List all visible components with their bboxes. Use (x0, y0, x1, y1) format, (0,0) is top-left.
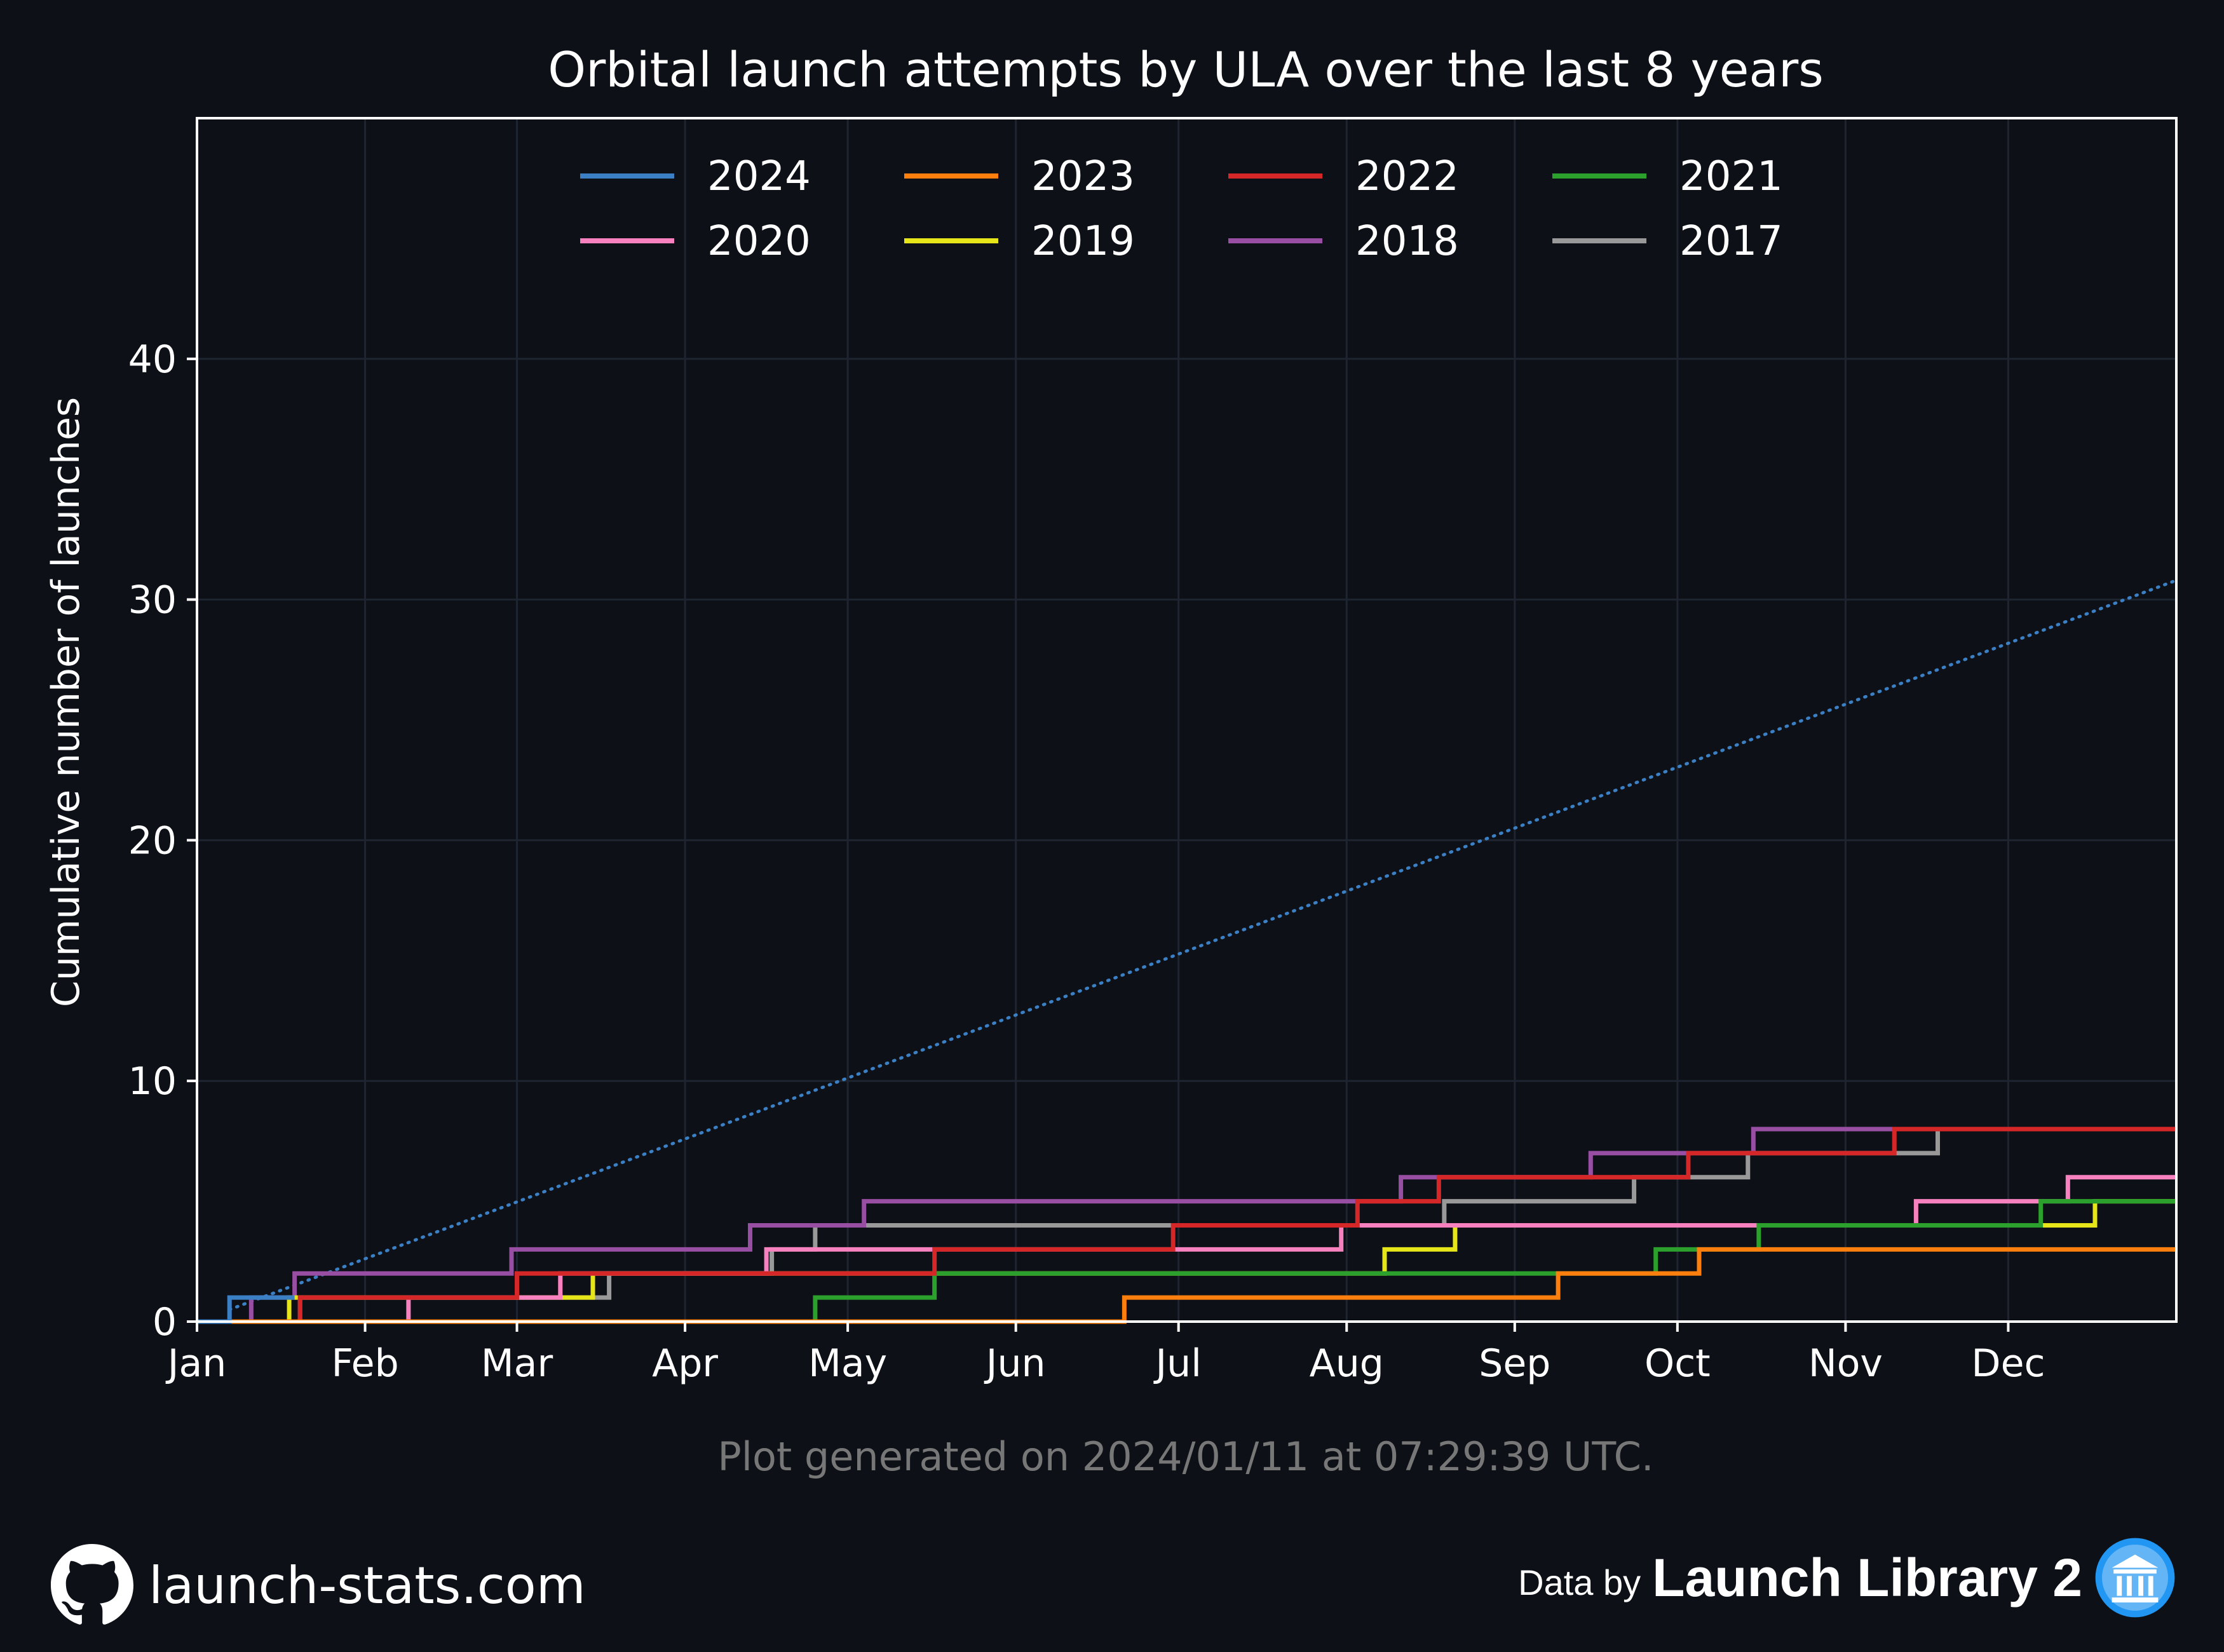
plot-frame (196, 117, 2178, 1323)
y-tick-label: 0 (153, 1300, 177, 1344)
library-icon (2095, 1538, 2175, 1618)
legend-label-2022: 2022 (1355, 153, 1459, 200)
legend-label-2021: 2021 (1679, 153, 1783, 200)
legend-label-2024: 2024 (707, 153, 811, 200)
x-tick-label: Jan (165, 1341, 227, 1386)
data-by-label: Data by (1518, 1562, 1641, 1602)
x-tick-label: Feb (331, 1341, 398, 1386)
legend: 2024 2023 2022 2021 2020 2019 2018 2017 (580, 153, 1783, 265)
legend-label-2018: 2018 (1355, 218, 1459, 265)
y-axis-label: Cumulative number of launches (44, 397, 88, 1007)
chart-title: Orbital launch attempts by ULA over the … (548, 41, 1824, 98)
legend-label-2023: 2023 (1031, 153, 1135, 200)
plot-caption: Plot generated on 2024/01/11 at 07:29:39… (717, 1433, 1653, 1480)
x-tick-label: Sep (1479, 1341, 1550, 1386)
trend-layer (227, 578, 2178, 1311)
x-tick-label: Jul (1153, 1341, 1201, 1386)
x-tick-label: Nov (1808, 1341, 1883, 1386)
y-axis-ticks: 0 10 20 30 40 (128, 337, 197, 1344)
legend-label-2020: 2020 (707, 218, 811, 265)
x-tick-label: Dec (1971, 1341, 2045, 1386)
series-line-2023 (197, 1247, 2176, 1324)
footer-site-link[interactable]: launch-stats.com (149, 1555, 586, 1615)
trend-line-2024 (227, 578, 2178, 1311)
y-tick-label: 30 (128, 578, 177, 623)
series-line-2021 (197, 1199, 2176, 1324)
y-tick-label: 20 (128, 818, 177, 863)
x-tick-label: Jun (984, 1341, 1046, 1386)
footer-attribution: Data by Launch Library 2 (1518, 1536, 2176, 1619)
x-tick-label: Mar (481, 1341, 553, 1386)
series-line-2022 (197, 1127, 2176, 1324)
y-tick-label: 40 (128, 337, 177, 382)
x-tick-label: Aug (1310, 1341, 1384, 1386)
series-line-2024 (197, 1295, 295, 1324)
x-tick-label: Oct (1644, 1341, 1711, 1386)
x-tick-label: May (808, 1341, 887, 1386)
github-icon (51, 1544, 133, 1625)
grid (196, 118, 2176, 1323)
x-tick-label: Apr (652, 1341, 718, 1386)
footer-site[interactable]: launch-stats.com (51, 1544, 586, 1627)
legend-label-2017: 2017 (1679, 218, 1783, 265)
launch-library-brand[interactable]: Launch Library 2 (1652, 1547, 2082, 1608)
series-line-2019 (197, 1199, 2176, 1324)
legend-label-2019: 2019 (1031, 218, 1135, 265)
series-layer (197, 1127, 2176, 1324)
y-tick-label: 10 (128, 1059, 177, 1104)
x-axis-ticks: Jan Feb Mar Apr May Jun Jul Aug Sep Oct Nov Dec (165, 1322, 2045, 1386)
